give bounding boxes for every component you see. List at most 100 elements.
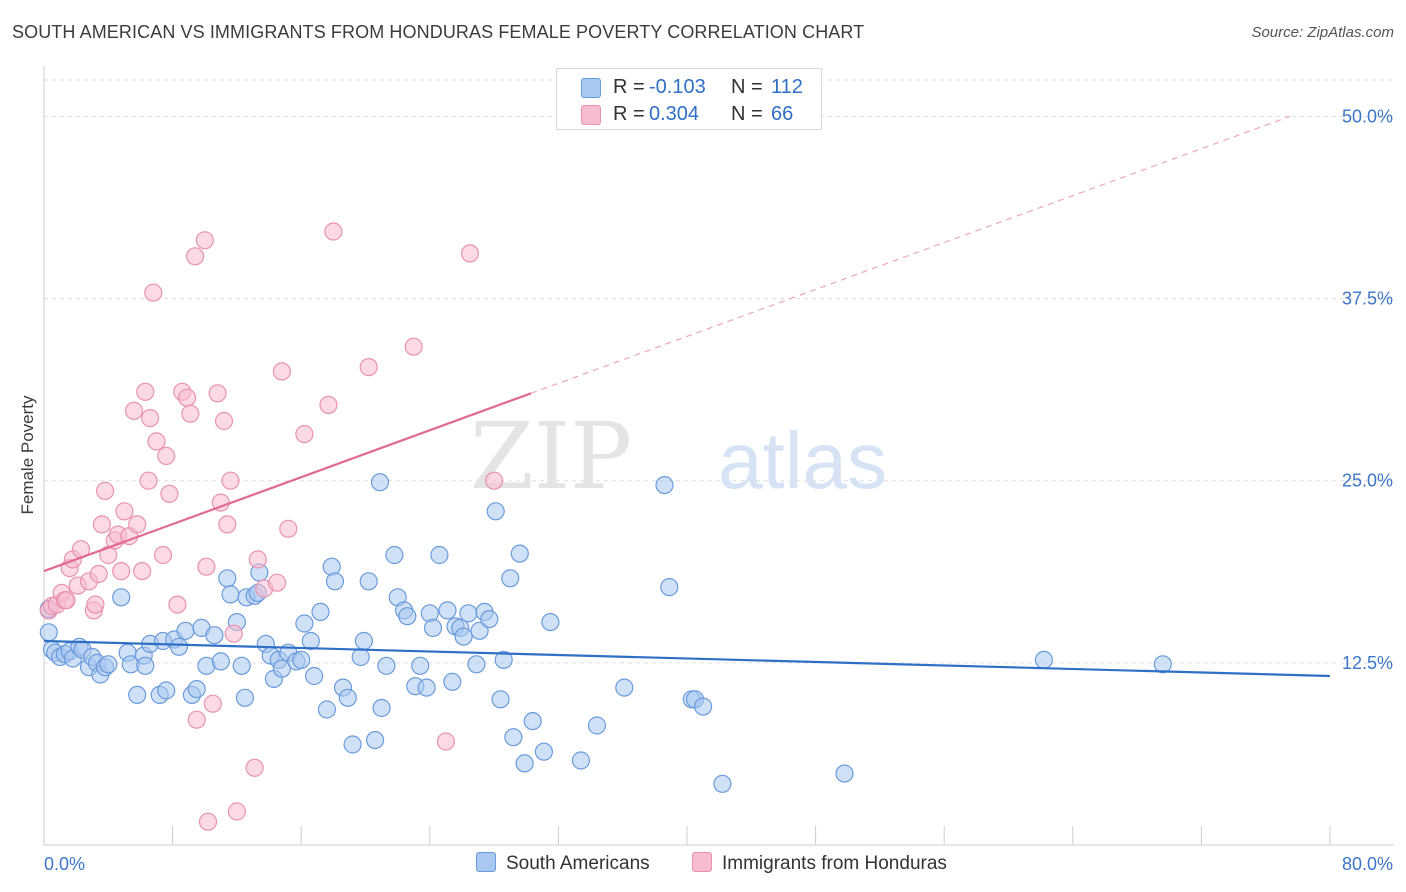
south-american-point: [354, 631, 373, 651]
honduras-point: [144, 283, 163, 302]
honduras-point: [436, 732, 455, 751]
honduras-point: [195, 231, 214, 250]
y-tick-label: 25.0%: [1342, 471, 1393, 491]
legend-r-value: -0.103: [649, 76, 706, 98]
south-american-point: [235, 688, 254, 707]
honduras-point: [198, 812, 218, 831]
y-tick-label: 37.5%: [1342, 289, 1393, 309]
honduras-point: [359, 358, 378, 377]
honduras-point: [181, 404, 200, 423]
south-american-point: [311, 602, 330, 622]
honduras-point: [272, 362, 291, 381]
honduras-point: [95, 481, 115, 500]
south-american-point: [655, 476, 674, 495]
honduras-point: [221, 471, 240, 490]
honduras-point: [460, 244, 480, 263]
south-american-point: [523, 711, 542, 731]
series-name-honduras: Immigrants from Honduras: [722, 853, 947, 874]
south-american-point: [377, 656, 396, 675]
south-american-point: [343, 735, 362, 754]
south-american-point: [486, 502, 505, 521]
honduras-point: [86, 595, 105, 614]
correlation-legend: R = -0.103 N = 112 R = 0.304 N = 66: [556, 68, 822, 130]
south-american-point: [459, 604, 478, 623]
honduras-point: [178, 388, 197, 407]
honduras-point: [136, 382, 155, 401]
honduras-point: [324, 222, 343, 241]
south-american-point: [176, 621, 195, 640]
honduras-trend-extension: [530, 115, 1291, 394]
honduras-point: [112, 561, 131, 581]
honduras-point: [203, 694, 222, 713]
south-american-point: [295, 614, 314, 633]
south-american-point: [187, 679, 206, 699]
honduras-point: [157, 446, 176, 465]
legend-n-value: 112: [771, 76, 803, 98]
south-american-point: [317, 700, 336, 719]
honduras-point: [160, 484, 179, 503]
south-american-point: [491, 690, 510, 709]
honduras-point: [147, 432, 166, 451]
grid-layer: [44, 79, 1394, 664]
south-american-point: [370, 473, 390, 492]
honduras-point: [197, 557, 216, 576]
south-american-point: [366, 730, 385, 750]
legend-swatch-blue: [581, 78, 601, 98]
honduras-point: [208, 384, 227, 403]
legend-n-value: 66: [771, 103, 794, 125]
south-american-point: [411, 656, 430, 675]
south-american-point: [218, 569, 237, 588]
source-label: Source: ZipAtlas.com: [1251, 24, 1394, 41]
south-american-point: [470, 621, 489, 640]
south-american-point: [232, 656, 251, 675]
honduras-point: [227, 802, 246, 821]
honduras-point: [319, 395, 338, 414]
honduras-point: [128, 515, 147, 534]
south-american-point: [1034, 650, 1054, 670]
south-american-point: [615, 678, 634, 697]
south-american-point: [221, 585, 240, 604]
south-american-point: [39, 623, 58, 642]
legend-r-label: R =: [613, 76, 645, 98]
south-american-point: [501, 569, 520, 588]
tick-label-layer: 12.5% 25.0% 37.5% 50.0% 0.0% 80.0%: [44, 106, 1393, 874]
south-american-point: [454, 627, 473, 646]
series-legend-honduras: Immigrants from Honduras: [692, 852, 947, 875]
honduras-point: [115, 502, 134, 521]
honduras-point: [139, 471, 158, 490]
honduras-point: [89, 564, 108, 584]
honduras-point: [279, 519, 298, 538]
honduras-point: [404, 337, 423, 356]
series-legend-south-americans: South Americans: [476, 852, 650, 875]
south-american-point: [305, 666, 324, 686]
south-american-point: [205, 626, 224, 645]
honduras-trend-line: [43, 392, 532, 573]
south-american-point: [835, 764, 854, 783]
south-american-point: [292, 650, 311, 670]
south-american-point: [510, 544, 529, 563]
honduras-point: [268, 573, 287, 592]
south-american-point: [372, 698, 391, 718]
south-american-point: [443, 672, 462, 691]
south-american-point: [128, 685, 147, 705]
honduras-point: [245, 758, 264, 777]
south-american-point: [325, 572, 345, 591]
honduras-point: [133, 561, 152, 581]
south-american-point: [398, 607, 417, 626]
y-axis-label: Female Poverty: [18, 395, 37, 515]
watermark-atlas: atlas: [718, 416, 887, 505]
legend-n-label: N =: [731, 76, 763, 98]
south-american-point: [467, 655, 486, 674]
legend-n-label: N =: [731, 103, 763, 125]
south-american-point: [660, 577, 679, 597]
south-american-point: [504, 728, 523, 747]
south-american-point: [99, 655, 118, 674]
honduras-point: [485, 471, 504, 490]
south-american-point: [338, 688, 357, 707]
south-american-point: [693, 697, 713, 716]
honduras-point: [141, 409, 160, 428]
honduras-point: [218, 515, 237, 534]
series-name-south-americans: South Americans: [506, 853, 650, 874]
honduras-point: [224, 624, 243, 643]
